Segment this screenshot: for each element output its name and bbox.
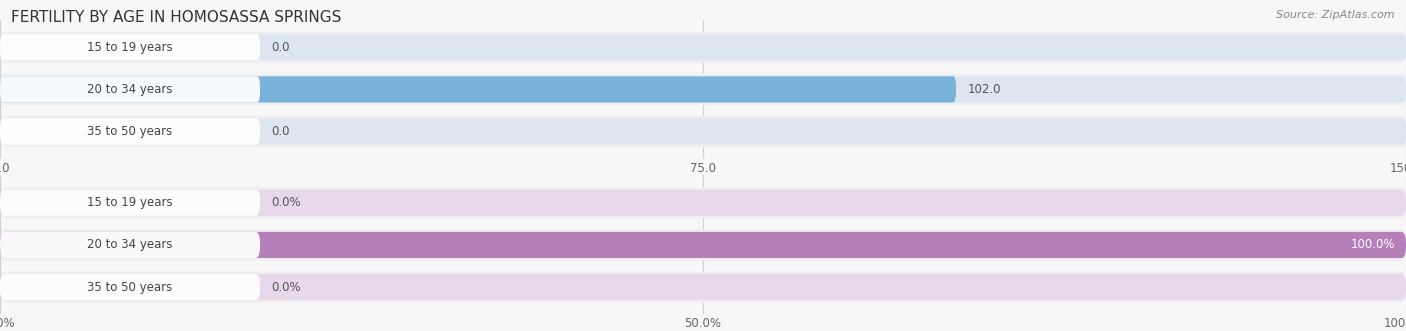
Text: 0.0: 0.0 <box>271 125 290 138</box>
Text: 15 to 19 years: 15 to 19 years <box>87 41 173 54</box>
Text: Source: ZipAtlas.com: Source: ZipAtlas.com <box>1277 10 1395 20</box>
FancyBboxPatch shape <box>0 232 1406 258</box>
Text: 35 to 50 years: 35 to 50 years <box>87 125 173 138</box>
FancyBboxPatch shape <box>0 76 1406 102</box>
FancyBboxPatch shape <box>0 76 260 102</box>
FancyBboxPatch shape <box>0 190 260 216</box>
FancyBboxPatch shape <box>0 232 260 258</box>
Text: 35 to 50 years: 35 to 50 years <box>87 281 173 294</box>
FancyBboxPatch shape <box>0 118 260 145</box>
FancyBboxPatch shape <box>0 34 1406 60</box>
FancyBboxPatch shape <box>0 232 1406 258</box>
FancyBboxPatch shape <box>0 274 260 300</box>
FancyBboxPatch shape <box>0 190 1406 216</box>
FancyBboxPatch shape <box>0 74 1406 105</box>
Text: 100.0%: 100.0% <box>1350 238 1395 252</box>
FancyBboxPatch shape <box>0 34 260 60</box>
Text: 0.0%: 0.0% <box>271 196 301 209</box>
Text: 20 to 34 years: 20 to 34 years <box>87 238 173 252</box>
Text: 0.0: 0.0 <box>271 41 290 54</box>
FancyBboxPatch shape <box>0 187 1406 218</box>
FancyBboxPatch shape <box>0 32 1406 63</box>
Text: 102.0: 102.0 <box>967 83 1001 96</box>
Text: 15 to 19 years: 15 to 19 years <box>87 196 173 209</box>
Text: FERTILITY BY AGE IN HOMOSASSA SPRINGS: FERTILITY BY AGE IN HOMOSASSA SPRINGS <box>11 10 342 25</box>
FancyBboxPatch shape <box>0 274 1406 300</box>
FancyBboxPatch shape <box>0 116 1406 147</box>
FancyBboxPatch shape <box>0 271 1406 303</box>
FancyBboxPatch shape <box>0 76 956 102</box>
Text: 20 to 34 years: 20 to 34 years <box>87 83 173 96</box>
FancyBboxPatch shape <box>0 229 1406 260</box>
FancyBboxPatch shape <box>0 118 1406 145</box>
Text: 0.0%: 0.0% <box>271 281 301 294</box>
